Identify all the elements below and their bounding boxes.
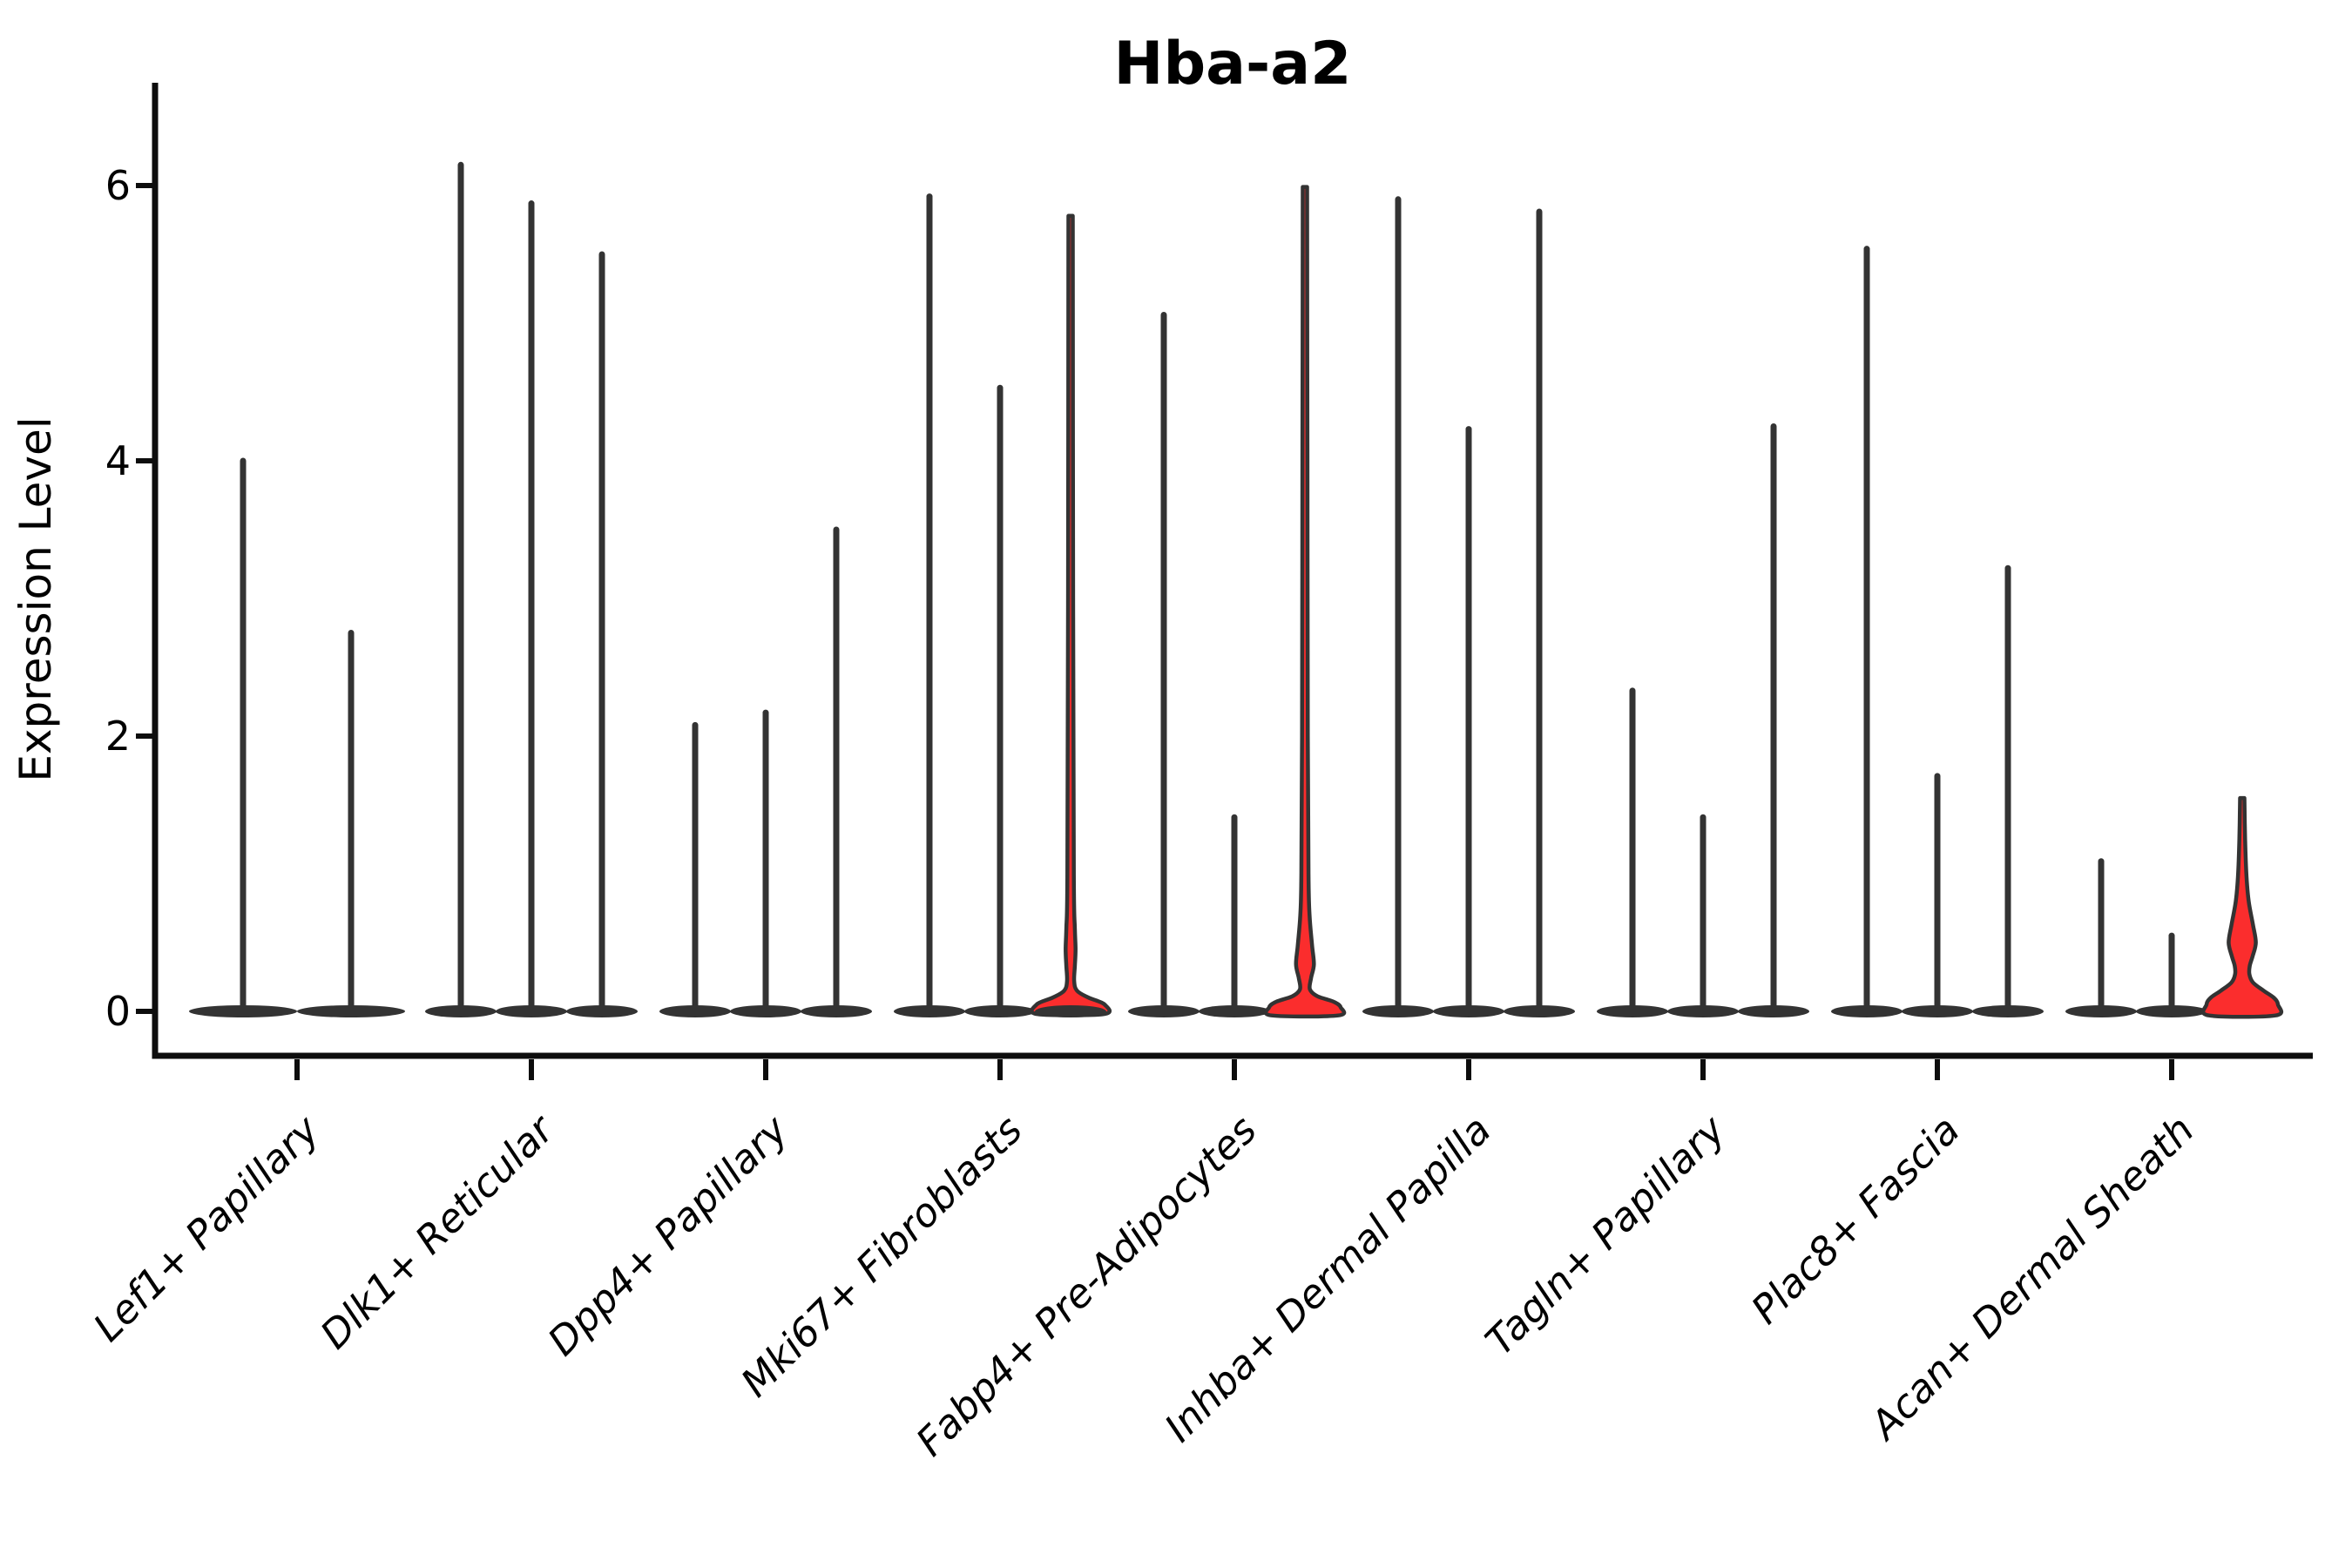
y-tick-label: 0 [105,988,131,1035]
violin-base [1504,1005,1575,1017]
violin-base [189,1005,297,1017]
violin-base [496,1005,567,1017]
violin-base [1433,1005,1504,1017]
violin-base [1972,1005,2044,1017]
violin-Mki67+ Fibroblasts-3 [1029,213,1112,1017]
violin-base [1902,1005,1973,1017]
violin-base [1128,1005,1200,1017]
violin-base [1738,1005,1809,1017]
violin-base [801,1005,872,1017]
violin-base [2065,1005,2137,1017]
violin-base [1362,1005,1434,1017]
y-tick-label: 6 [105,162,131,209]
x-tick-label: Dpp4+ Papillary [539,1105,798,1364]
violin-base [566,1005,638,1017]
x-tick-label: Plac8+ Fascia [1742,1106,1969,1333]
violin-base [730,1005,801,1017]
violins-group [189,161,2284,1019]
violin-base [894,1005,965,1017]
violin-base [659,1005,731,1017]
violin-base [1035,1005,1106,1017]
y-axis-label: Expression Level [10,416,61,781]
violin-base [964,1005,1036,1017]
violin-base [297,1005,405,1017]
x-tick-label: Lef1+ Papillary [84,1105,329,1350]
violin-base [425,1005,497,1017]
violin-base [1597,1005,1668,1017]
y-tick-label: 2 [105,713,131,760]
violin-base [1199,1005,1270,1017]
violin-Acan+ Dermal Sheath-3 [2200,795,2284,1019]
violin-Fabp4+ Pre-Adipocytes-3 [1263,185,1347,1019]
x-tick-label: Dlk1+ Reticular [311,1105,564,1358]
violin-base [2136,1005,2207,1017]
violin-base [1831,1005,1903,1017]
plot-title: Hba-a2 [1114,30,1352,98]
violin-base [1667,1005,1739,1017]
x-tick-label: Tagln+ Papillary [1477,1105,1735,1364]
y-tick-label: 4 [105,437,131,484]
